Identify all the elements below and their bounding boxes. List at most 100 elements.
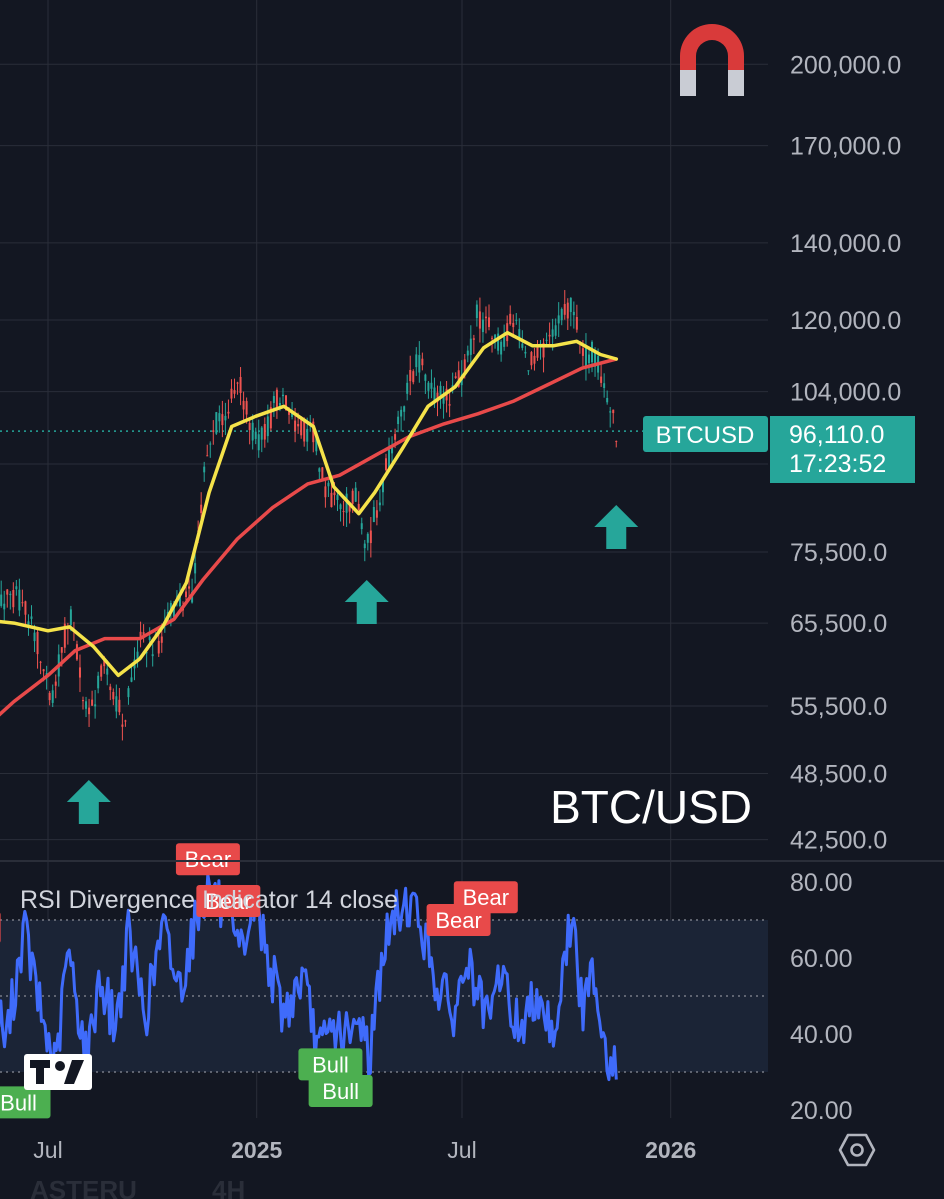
price-candle <box>221 414 224 426</box>
price-candle <box>481 319 484 333</box>
price-candle <box>327 482 330 487</box>
price-candle <box>369 530 372 544</box>
price-candle <box>418 355 421 373</box>
price-candle <box>312 421 315 443</box>
price-candle <box>278 403 281 406</box>
price-candle <box>545 339 548 341</box>
price-candle <box>269 407 272 429</box>
current-price-bg <box>770 416 915 483</box>
price-candle <box>521 343 524 348</box>
price-candle <box>145 652 148 654</box>
price-candle <box>497 333 500 351</box>
price-candle <box>388 449 391 469</box>
price-candle <box>251 422 254 441</box>
price-candle <box>321 467 324 480</box>
price-candle <box>227 411 230 414</box>
price-candle <box>136 651 139 660</box>
exchange-label: ASTERU <box>30 1175 137 1199</box>
tradingview-logo-icon <box>24 1054 92 1090</box>
bear-divergence-label: Bear <box>463 885 509 910</box>
price-candle <box>527 370 530 372</box>
price-candle <box>612 409 615 414</box>
price-candle <box>148 636 151 640</box>
price-candle <box>357 503 360 510</box>
rsi-tick-label: 40.00 <box>790 1021 853 1049</box>
price-candle <box>297 424 300 427</box>
price-candle <box>533 355 536 364</box>
price-candle <box>239 376 242 393</box>
settings-hexagon-icon[interactable] <box>838 1133 876 1167</box>
price-tick-label: 120,000.0 <box>790 307 901 335</box>
price-candle <box>478 311 481 329</box>
price-candle <box>575 317 578 330</box>
price-candle <box>475 304 478 319</box>
price-candle <box>403 406 406 412</box>
price-candle <box>397 416 400 425</box>
time-tick-label: Jul <box>447 1137 476 1163</box>
bear-label-bg <box>453 881 518 914</box>
price-candle <box>342 511 345 513</box>
price-candle <box>130 677 133 682</box>
price-candle <box>194 563 197 574</box>
price-candle <box>109 686 112 691</box>
price-candle <box>257 434 260 451</box>
price-candle <box>339 504 342 510</box>
current-price-tag[interactable]: 96,110.0 17:23:52 <box>770 416 915 483</box>
price-candle <box>3 603 6 610</box>
price-candle <box>333 492 336 496</box>
price-candle <box>260 427 263 440</box>
price-tick-label: 42,500.0 <box>790 827 887 855</box>
price-candle <box>600 376 603 383</box>
price-candle <box>463 359 466 373</box>
price-candle <box>442 394 445 404</box>
price-candle <box>569 297 572 312</box>
price-candle <box>306 428 309 442</box>
price-candle <box>606 397 609 403</box>
bull-divergence-label: Bull <box>322 1079 359 1104</box>
magnet-icon[interactable] <box>680 24 744 96</box>
price-candle <box>491 337 494 339</box>
price-candle <box>178 596 181 607</box>
price-candle <box>587 354 590 364</box>
price-candle <box>336 494 339 500</box>
price-candle <box>494 334 497 340</box>
price-candle <box>281 394 284 397</box>
price-candle <box>91 699 94 706</box>
price-tick-label: 200,000.0 <box>790 51 901 79</box>
price-candle <box>160 636 163 643</box>
price-candle <box>157 640 160 654</box>
price-candle <box>266 416 269 437</box>
price-candle <box>48 692 51 701</box>
price-candle <box>42 669 45 672</box>
rsi-series-layer: BearBearBearBearBearBullBullBull <box>0 843 618 1119</box>
price-candle <box>581 348 584 356</box>
price-candle <box>466 350 469 356</box>
price-candle <box>63 623 66 648</box>
price-candle <box>363 543 366 549</box>
bear-label-bg <box>196 885 261 917</box>
time-tick-label: Jul <box>33 1137 62 1163</box>
price-candle <box>139 631 142 638</box>
price-candle <box>554 325 557 336</box>
price-candle <box>112 691 115 700</box>
price-candle <box>427 382 430 391</box>
price-candle <box>406 382 409 394</box>
symbol-price-tag[interactable]: BTCUSD <box>643 416 768 452</box>
price-candle <box>563 304 566 315</box>
price-candle <box>484 316 487 319</box>
price-candle <box>272 396 275 403</box>
price-candle <box>488 317 491 327</box>
price-candle <box>457 370 460 387</box>
bull-label-bg <box>308 1075 373 1107</box>
price-candle <box>430 382 433 389</box>
price-candle <box>39 661 42 663</box>
price-candle <box>421 358 424 366</box>
price-candle <box>188 586 191 589</box>
price-tick-label: 75,500.0 <box>790 539 887 567</box>
price-tick-label: 140,000.0 <box>790 230 901 258</box>
indicator-title[interactable]: RSI Divergence Indicator 14 close <box>20 886 398 914</box>
marker-layer <box>66 505 639 824</box>
price-candle <box>294 420 297 431</box>
price-candle <box>78 667 81 678</box>
